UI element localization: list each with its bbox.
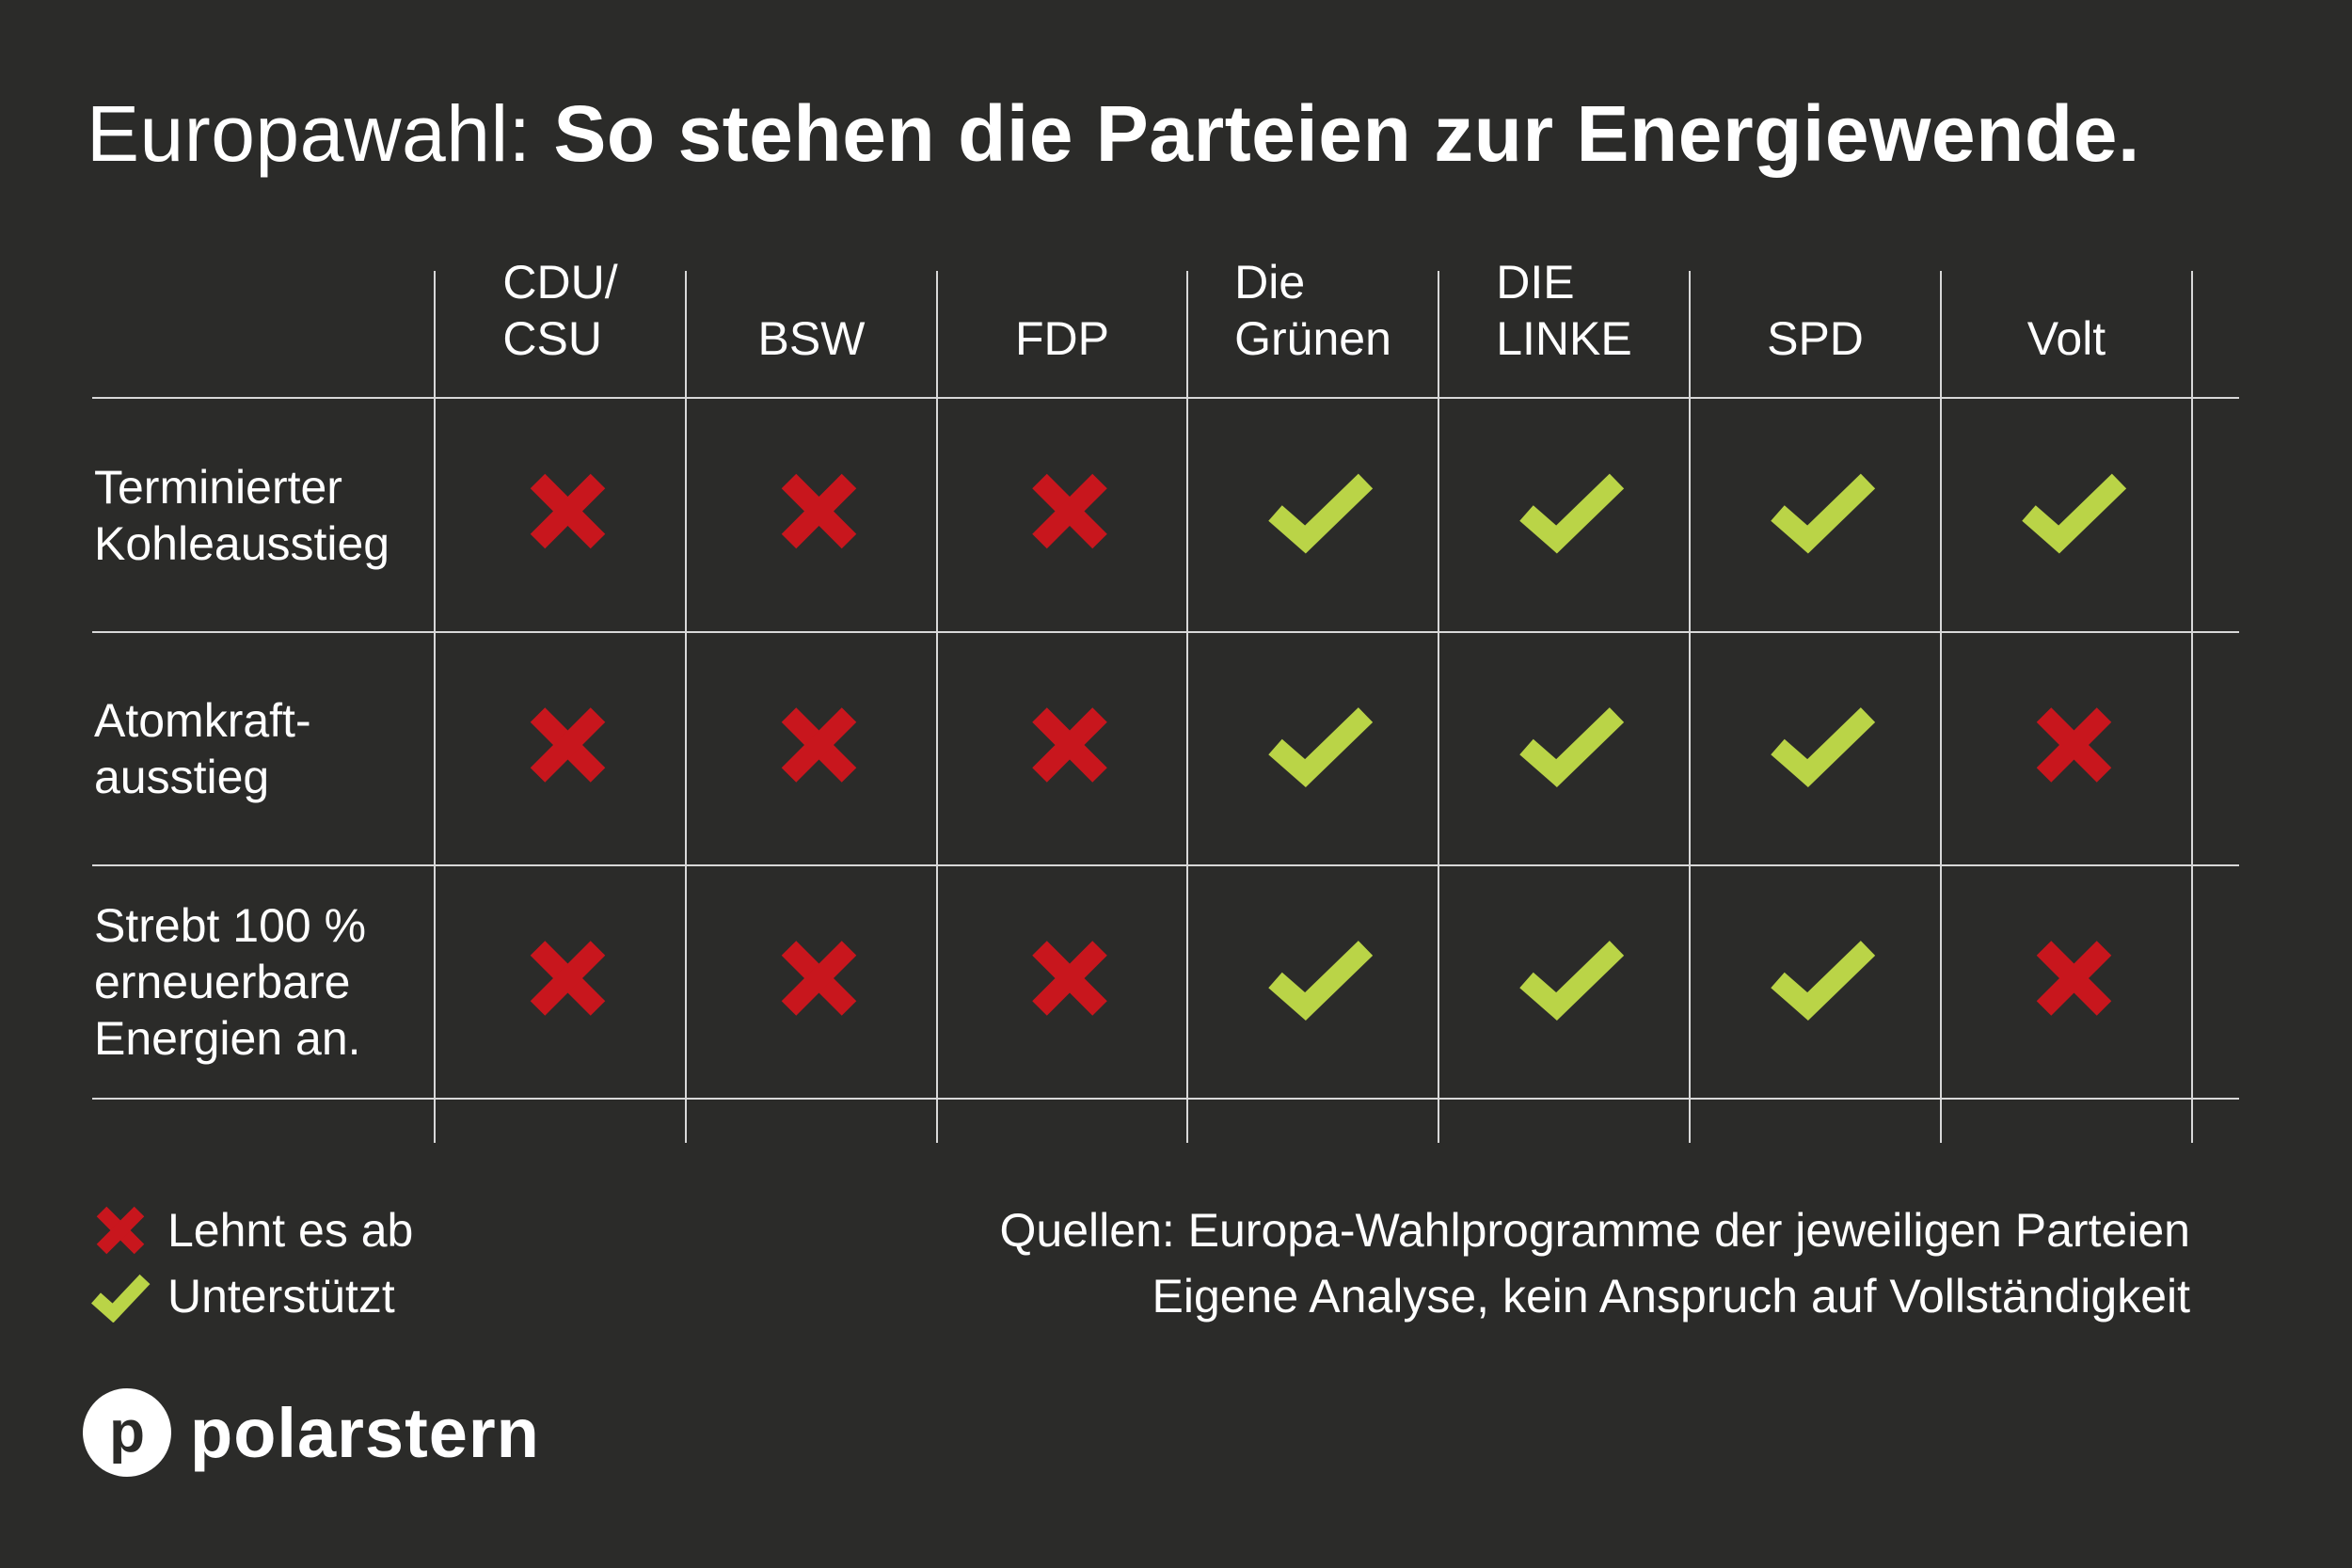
column-header-label: CDU/ CSU [502,256,618,365]
cross-mark [530,473,606,549]
page-title: Europawahl: So stehen die Parteien zur E… [87,94,2140,173]
row-header: Atomkraft- ausstieg [94,632,425,865]
legend-reject-label: Lehnt es ab [167,1204,414,1257]
column-header: DIE LINKE [1438,254,1690,367]
cross-icon [96,1206,145,1255]
column-header: Volt [1941,254,2192,367]
check-mark [1268,473,1374,554]
column-header-label: DIE LINKE [1496,256,1632,365]
logo-mark: p [83,1388,171,1477]
title-bold: So stehen die Parteien zur Energiewende. [553,89,2140,178]
row-header-label: Strebt 100 % erneuerbare Energien an. [94,899,367,1065]
check-icon [91,1274,151,1323]
check-mark [1519,473,1625,554]
column-header-label: Die Grünen [1234,256,1391,365]
legend-support-label: Unterstützt [167,1270,395,1323]
check-mark [1268,707,1374,787]
column-header-label: Volt [2026,312,2106,365]
source-line-2: Eigene Analyse, kein Anspruch auf Vollst… [1152,1270,2190,1323]
cross-mark [2036,707,2112,783]
column-header: FDP [937,254,1187,367]
row-header: Strebt 100 % erneuerbare Energien an. [94,865,425,1099]
row-header-label: Atomkraft- ausstieg [94,694,311,803]
column-header: BSW [686,254,937,367]
column-header-label: FDP [1015,312,1109,365]
row-header-label: Terminierter Kohleausstieg [94,460,390,570]
check-mark [1771,707,1876,787]
legend-support: Unterstützt [90,1268,395,1324]
cross-mark [1032,941,1107,1016]
check-mark [1519,707,1625,787]
check-mark [2022,473,2127,554]
check-mark [1519,941,1625,1021]
column-header-label: SPD [1767,312,1864,365]
cross-mark [530,707,606,783]
source-line-1: Quellen: Europa-Wahlprogramme der jeweil… [999,1204,2190,1257]
cross-mark [781,941,857,1016]
cross-mark [1032,473,1107,549]
cross-mark [530,941,606,1016]
column-header: Die Grünen [1187,254,1438,367]
polarstern-logo: p polarstern [83,1388,540,1477]
check-mark [1268,941,1374,1021]
cross-mark [2036,941,2112,1016]
check-mark [1771,941,1876,1021]
legend-reject: Lehnt es ab [94,1202,413,1259]
row-header: Terminierter Kohleausstieg [94,398,425,632]
cross-mark [781,473,857,549]
logo-text: polarstern [190,1393,540,1472]
check-mark [1771,473,1876,554]
title-regular: Europawahl: [87,89,554,178]
column-header-label: BSW [757,312,866,365]
cross-mark [781,707,857,783]
column-header: CDU/ CSU [435,254,686,367]
cross-mark [1032,707,1107,783]
column-header: SPD [1690,254,1941,367]
